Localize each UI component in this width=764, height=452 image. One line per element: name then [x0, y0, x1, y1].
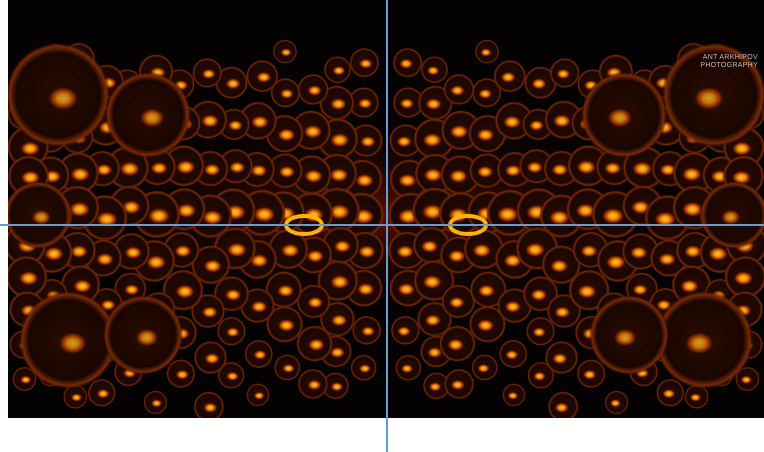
glowing-sphere [350, 354, 378, 382]
glowing-sphere [245, 59, 279, 93]
dim-bubble [8, 180, 73, 250]
glowing-sphere [193, 340, 228, 375]
glowing-sphere [214, 66, 249, 100]
glowing-sphere [351, 315, 382, 346]
dim-bubble [654, 290, 754, 390]
glowing-sphere [62, 384, 88, 410]
glowing-sphere [544, 340, 579, 375]
glowing-sphere [527, 361, 555, 390]
glowing-sphere [471, 354, 499, 381]
glowing-sphere [463, 228, 505, 270]
dim-bubble [18, 290, 118, 390]
glowing-sphere [523, 66, 558, 100]
glowing-sphere [349, 47, 380, 78]
glowing-sphere [87, 378, 117, 408]
glowing-sphere [468, 152, 505, 189]
glowing-sphere [493, 59, 527, 93]
glowing-sphere [655, 378, 685, 408]
glowing-sphere [166, 358, 196, 389]
glowing-sphere [192, 57, 223, 89]
glowing-sphere [525, 316, 556, 346]
dim-bubble [588, 294, 670, 376]
glowing-sphere [438, 325, 476, 363]
glowing-sphere [296, 284, 331, 319]
glowing-sphere [265, 305, 304, 344]
glowing-sphere [443, 368, 475, 400]
glowing-sphere [321, 372, 350, 400]
glowing-sphere [216, 316, 247, 346]
dim-bubble [104, 71, 192, 159]
glowing-sphere [471, 77, 502, 108]
glowing-sphere [244, 339, 274, 369]
dim-bubble [661, 42, 764, 148]
glowing-sphere [392, 86, 425, 119]
glowing-sphere [390, 315, 421, 346]
glowing-sphere [349, 123, 384, 158]
glowing-sphere [422, 372, 451, 400]
glowing-sphere [264, 270, 303, 309]
glowing-sphere [502, 383, 526, 407]
glowing-sphere [549, 57, 580, 89]
glowing-sphere [270, 77, 301, 108]
glowing-sphere [541, 244, 582, 285]
glowing-sphere [246, 383, 270, 407]
glowing-sphere [621, 232, 660, 271]
photographer-watermark: ANT ARKHIPOV PHOTOGRAPHY [684, 54, 758, 70]
glowing-sphere [468, 305, 507, 344]
glowing-sphere [143, 390, 168, 415]
glowing-sphere [604, 390, 629, 415]
glowing-sphere [547, 391, 579, 418]
glowing-sphere [217, 361, 245, 390]
glowing-sphere [474, 39, 500, 64]
glowing-sphere [498, 339, 528, 369]
glowing-sphere [297, 73, 329, 106]
glowing-sphere [12, 366, 37, 392]
dim-bubble [699, 180, 764, 250]
glowing-sphere [684, 384, 710, 410]
glowing-sphere [297, 368, 329, 400]
glowing-sphere [267, 228, 309, 270]
watermark-line-2: PHOTOGRAPHY [700, 62, 758, 69]
glowing-sphere [441, 284, 476, 319]
glowing-sphere [469, 270, 508, 309]
glowing-sphere [190, 244, 231, 285]
glowing-sphere [8, 255, 48, 299]
glowing-sphere [420, 55, 449, 84]
dim-bubble [8, 42, 111, 148]
glowing-sphere [347, 86, 380, 119]
watermark-line-1: ANT ARKHIPOV [702, 54, 758, 61]
glowing-sphere [392, 47, 423, 78]
glowing-sphere [735, 366, 760, 392]
dim-bubble [580, 71, 668, 159]
glowing-sphere [272, 39, 298, 64]
dim-bubble [102, 294, 184, 376]
glowing-sphere [394, 354, 422, 382]
glowing-sphere [388, 123, 423, 158]
vertical-guide-line [386, 0, 388, 452]
horizontal-guide-line [0, 224, 764, 226]
glowing-sphere [323, 55, 352, 84]
sphere-grid [8, 39, 764, 418]
glowing-sphere [724, 255, 764, 299]
glowing-sphere [273, 354, 301, 381]
glowing-sphere [267, 152, 304, 189]
glowing-sphere [576, 358, 606, 389]
glowing-sphere [296, 325, 334, 363]
glowing-sphere [443, 73, 475, 106]
glowing-sphere [193, 391, 225, 418]
